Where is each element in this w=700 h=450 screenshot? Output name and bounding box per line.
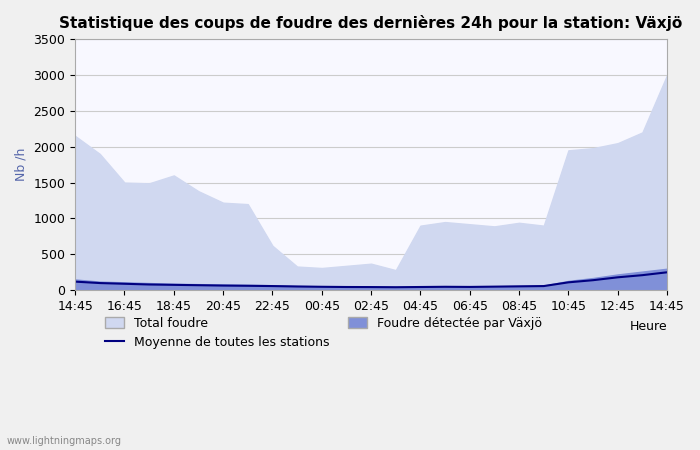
Legend: Total foudre, Moyenne de toutes les stations, Foudre détectée par Växjö: Total foudre, Moyenne de toutes les stat…	[100, 312, 547, 354]
Text: Heure: Heure	[629, 320, 667, 333]
Y-axis label: Nb /h: Nb /h	[15, 148, 28, 181]
Text: www.lightningmaps.org: www.lightningmaps.org	[7, 436, 122, 446]
Title: Statistique des coups de foudre des dernières 24h pour la station: Växjö: Statistique des coups de foudre des dern…	[60, 15, 682, 31]
